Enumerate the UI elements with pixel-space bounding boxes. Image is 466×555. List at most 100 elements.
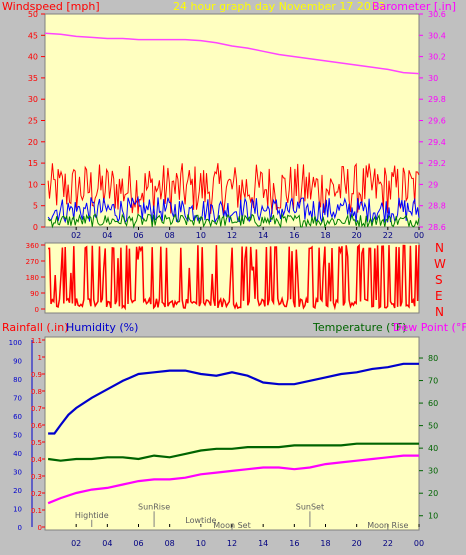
rain-y-tick-label: 0.4 — [31, 456, 43, 464]
baro-y-tick-label: 29.2 — [428, 159, 446, 168]
wind-y-tick-label: 50 — [28, 10, 38, 19]
wind-x-tick-label: 06 — [133, 231, 143, 240]
rain-y-tick-label: 0.3 — [31, 473, 42, 481]
series-temperature — [47, 442, 419, 462]
humidity-y-tick-label: 20 — [13, 487, 22, 495]
dir-y-tick-label: 180 — [26, 274, 39, 282]
dir-letter-n-top: N — [435, 241, 444, 255]
baro-y-tick-label: 30.2 — [428, 53, 446, 62]
rain-y-tick-label: 0.6 — [31, 422, 43, 430]
humidity-y-tick-label: 90 — [13, 358, 22, 366]
annotation-label: SunSet — [296, 502, 324, 511]
wind-y-tick-label: 30 — [28, 95, 38, 104]
temp-y-tick-label: 70 — [428, 377, 438, 386]
temp-y-tick-label: 40 — [428, 444, 438, 453]
wind-y-tick-label: 5 — [33, 202, 38, 211]
dir-y-tick-label: 270 — [26, 258, 39, 266]
humidity-y-tick-label: 70 — [13, 395, 22, 403]
annotation-label: Lowtide — [185, 516, 216, 525]
temp-y-tick-label: 50 — [428, 422, 438, 431]
annotation-label: Moon Set — [213, 521, 250, 530]
dir-letter-s: S — [435, 273, 443, 287]
wind-x-tick-label: 02 — [71, 231, 81, 240]
temp-y-tick-label: 30 — [428, 467, 438, 476]
windspeed-label: Windspeed [mph] — [2, 0, 100, 13]
annotation-label: Moon Rise — [367, 521, 408, 530]
humidity-y-tick-label: 40 — [13, 450, 22, 458]
temp-y-tick-label: 80 — [428, 354, 438, 363]
series-dew-point — [47, 454, 419, 505]
baro-y-tick-label: 29.8 — [428, 95, 446, 104]
wind-x-tick-label: 10 — [196, 231, 206, 240]
wind-x-tick-label: 20 — [352, 231, 362, 240]
temp-y-tick-label: 20 — [428, 489, 438, 498]
wind-x-tick-label: 00 — [414, 231, 424, 240]
baro-y-tick-label: 29.4 — [428, 138, 446, 147]
rain-y-tick-label: 1.1 — [31, 337, 42, 345]
humidity-y-tick-label: 30 — [13, 469, 22, 477]
rain-y-tick-label: 0.9 — [31, 371, 42, 379]
baro-y-tick-label: 30 — [428, 74, 438, 83]
wind-y-tick-label: 10 — [28, 180, 38, 189]
baro-y-tick-label: 30.6 — [428, 10, 446, 19]
wind-series-wind-gust — [47, 162, 420, 214]
humidity-y-tick-label: 50 — [13, 432, 22, 440]
humidity-y-tick-label: 0 — [18, 524, 22, 532]
dir-letter-e: E — [435, 289, 443, 303]
wind-y-tick-label: 40 — [28, 53, 38, 62]
wind-x-tick-label: 14 — [258, 231, 268, 240]
temp-x-tick-label: 10 — [196, 539, 206, 548]
temp-x-tick-label: 18 — [320, 539, 330, 548]
dir-letter-w: W — [434, 257, 446, 271]
baro-y-tick-label: 29 — [428, 180, 438, 189]
rain-y-tick-label: 0.2 — [31, 490, 42, 498]
temperature-label: Temperature (°F) — [312, 321, 407, 334]
temp-x-tick-label: 02 — [71, 539, 81, 548]
temp-x-tick-label: 12 — [227, 539, 237, 548]
temp-x-tick-label: 22 — [383, 539, 393, 548]
dir-letter-n-bottom: N — [435, 305, 444, 319]
dewpoint-label: Dew Point (°F) — [393, 321, 466, 334]
rain-y-tick-label: 0.7 — [31, 405, 42, 413]
wind-series-wind-speed — [47, 195, 420, 225]
wind-y-tick-label: 45 — [28, 31, 38, 40]
wind-y-tick-label: 0 — [33, 223, 38, 232]
wind-x-tick-label: 18 — [320, 231, 330, 240]
series-humidity — [48, 362, 419, 435]
temp-x-tick-label: 16 — [289, 539, 299, 548]
barometer-label: Barometer [.in] — [372, 0, 456, 13]
wind-x-tick-label: 16 — [289, 231, 299, 240]
wind-x-tick-label: 04 — [102, 231, 112, 240]
temp-y-tick-label: 10 — [428, 512, 438, 521]
rain-y-tick-label: 0 — [38, 524, 42, 532]
rainfall-label: Rainfall (.in) — [2, 321, 69, 334]
wind-y-tick-label: 15 — [28, 159, 38, 168]
baro-y-tick-label: 30.4 — [428, 31, 446, 40]
humidity-y-tick-label: 100 — [9, 339, 22, 347]
wind-x-tick-label: 12 — [227, 231, 237, 240]
dir-y-tick-label: 90 — [30, 290, 39, 298]
temp-y-tick-label: 60 — [428, 399, 438, 408]
temp-panel — [44, 336, 420, 531]
temp-x-tick-label: 20 — [352, 539, 362, 548]
rain-y-tick-label: 1 — [38, 354, 42, 362]
dir-y-tick-label: 360 — [26, 242, 39, 250]
barometer-line — [44, 32, 420, 75]
temp-x-tick-label: 14 — [258, 539, 268, 548]
wind-y-tick-label: 35 — [28, 74, 38, 83]
rain-y-tick-label: 0.8 — [31, 388, 42, 396]
chart-title: 24 hour graph day November 17 2013 — [173, 0, 385, 13]
temp-x-tick-label: 04 — [102, 539, 112, 548]
humidity-label: Humidity (%) — [66, 321, 138, 334]
wind-x-tick-label: 08 — [165, 231, 175, 240]
annotation-label: SunRise — [138, 502, 170, 511]
wind-x-tick-label: 22 — [383, 231, 393, 240]
dir-y-tick-label: 0 — [35, 306, 39, 314]
annotation-label: Hightide — [75, 511, 109, 520]
temp-x-tick-label: 06 — [133, 539, 143, 548]
baro-y-tick-label: 28.6 — [428, 223, 446, 232]
direction-series — [47, 243, 420, 311]
humidity-y-tick-label: 60 — [13, 413, 22, 421]
